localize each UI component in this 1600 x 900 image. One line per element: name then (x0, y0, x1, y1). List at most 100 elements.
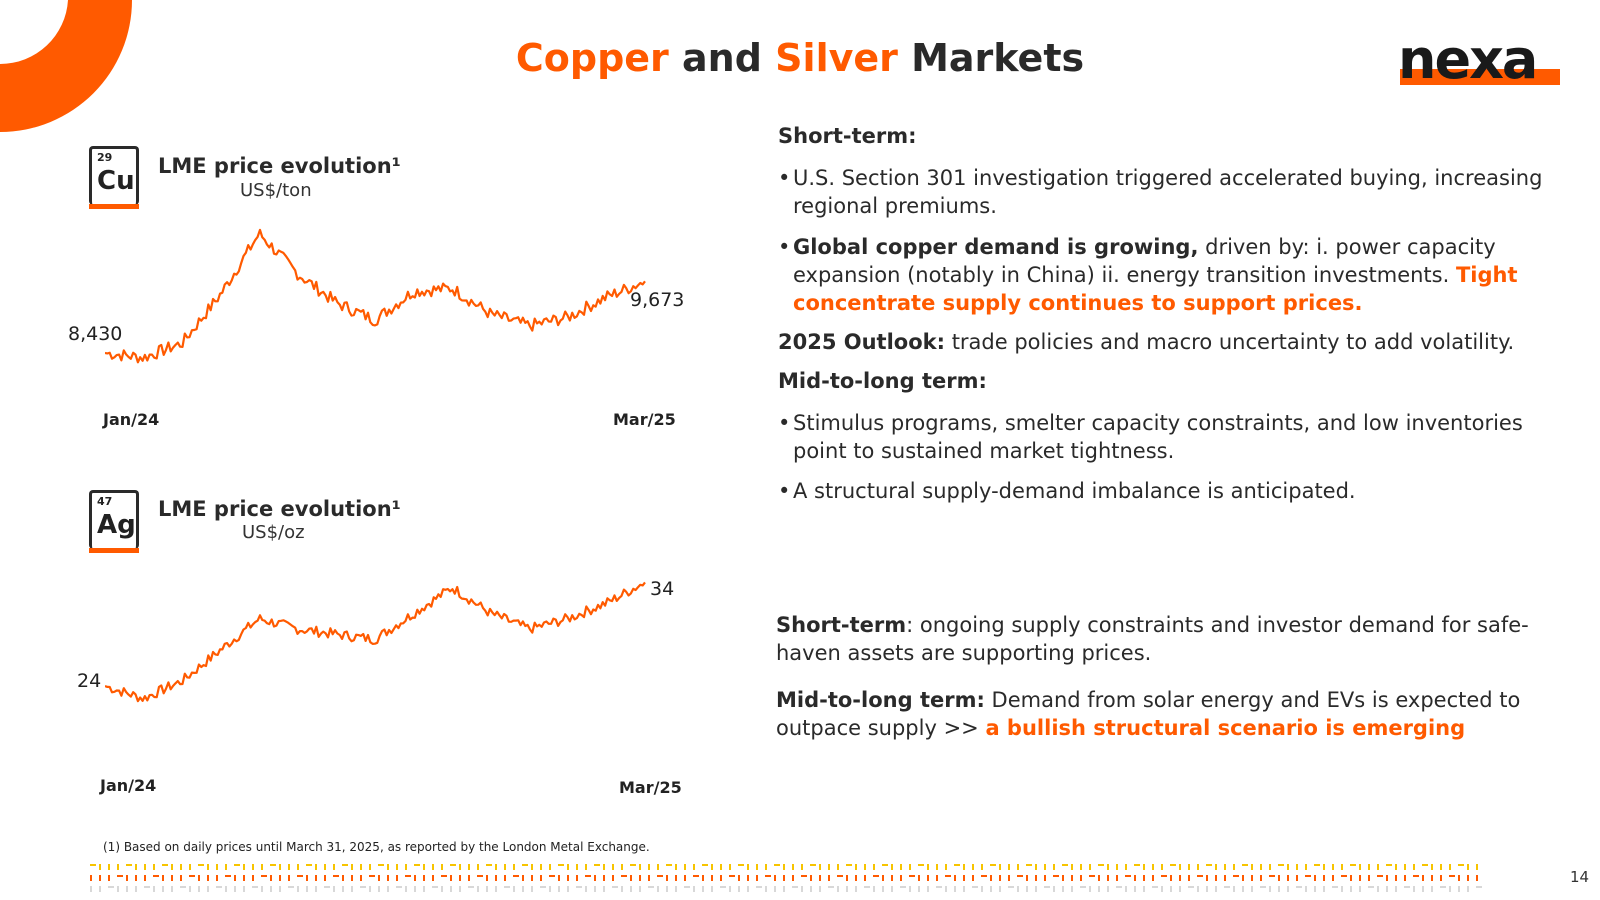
pattern-mark (1287, 864, 1289, 870)
pattern-mark (1152, 875, 1154, 881)
pattern-mark (297, 875, 303, 877)
pattern-mark (405, 875, 411, 877)
pattern-mark (837, 875, 843, 877)
pattern-mark (135, 886, 137, 892)
pattern-mark (558, 875, 560, 881)
pattern-mark (1476, 886, 1482, 888)
copper-chart-unit: US$/ton (240, 180, 312, 201)
copper-bullet-1: • U.S. Section 301 investigation trigger… (778, 164, 1568, 220)
pattern-mark (837, 886, 839, 892)
pattern-mark (954, 875, 956, 881)
pattern-mark (1170, 864, 1176, 866)
pattern-mark (1062, 875, 1064, 881)
pattern-mark (171, 864, 173, 870)
pattern-mark (1323, 864, 1325, 870)
pattern-mark (1431, 864, 1433, 870)
pattern-mark (1413, 886, 1415, 892)
pattern-mark (522, 886, 524, 892)
pattern-mark (936, 864, 938, 870)
pattern-mark (891, 864, 893, 870)
pattern-mark (585, 864, 587, 870)
pattern-mark (360, 864, 362, 870)
pattern-mark (1431, 886, 1433, 892)
pattern-mark (846, 886, 848, 892)
pattern-mark (1062, 864, 1068, 866)
pattern-mark (414, 886, 416, 892)
pattern-mark (1296, 875, 1298, 881)
pattern-mark (567, 886, 569, 892)
pattern-mark (1422, 875, 1424, 881)
pattern-mark (1251, 886, 1253, 892)
pattern-mark (189, 864, 191, 870)
pattern-mark (225, 886, 227, 892)
pattern-mark (1098, 886, 1100, 892)
pattern-mark (162, 886, 164, 892)
pattern-mark (1053, 864, 1055, 870)
pattern-mark (198, 875, 200, 881)
pattern-mark (1179, 875, 1181, 881)
pattern-mark (729, 875, 735, 877)
pattern-mark (783, 875, 785, 881)
pattern-mark (405, 864, 407, 870)
copper-bullet-1-text: U.S. Section 301 investigation triggered… (793, 166, 1543, 218)
silver-short-term-text: : ongoing supply constraints and investo… (776, 613, 1529, 665)
copper-bullet-3: • Stimulus programs, smelter capacity co… (778, 409, 1568, 465)
pattern-mark (1215, 886, 1217, 892)
pattern-mark (1008, 864, 1010, 870)
pattern-mark (144, 875, 146, 881)
pattern-mark (846, 875, 848, 881)
copper-outlook-text: trade policies and macro uncertainty to … (945, 330, 1515, 354)
pattern-mark (1071, 886, 1073, 892)
pattern-mark (1242, 886, 1244, 892)
footnote: (1) Based on daily prices until March 31… (103, 840, 650, 854)
pattern-mark (504, 864, 506, 870)
pattern-mark (918, 875, 920, 881)
pattern-mark (153, 875, 159, 877)
pattern-mark (630, 864, 636, 866)
pattern-mark (702, 875, 704, 881)
pattern-mark (450, 875, 452, 881)
pattern-mark (1449, 875, 1455, 877)
pattern-mark (576, 875, 578, 881)
pattern-mark (387, 875, 389, 881)
pattern-mark (1017, 864, 1019, 870)
pattern-mark (621, 886, 623, 892)
pattern-mark (225, 864, 227, 870)
pattern-mark (351, 886, 353, 892)
pattern-mark (666, 864, 672, 866)
pattern-mark (1035, 886, 1037, 892)
copper-bullet-2-text: Global copper demand is growing, driven … (778, 233, 1568, 317)
pattern-mark (702, 864, 708, 866)
pattern-mark (1413, 875, 1419, 877)
pattern-mark (1161, 864, 1163, 870)
element-frame (89, 146, 139, 205)
pattern-mark (252, 886, 258, 888)
pattern-mark (180, 864, 182, 870)
pattern-mark (585, 886, 587, 892)
pattern-mark (972, 875, 974, 881)
pattern-mark (963, 886, 965, 892)
pattern-mark (792, 875, 794, 881)
pattern-mark (639, 886, 641, 892)
pattern-mark (900, 864, 902, 870)
pattern-mark (279, 864, 281, 870)
pattern-mark (774, 864, 780, 866)
pattern-mark (108, 875, 110, 881)
pattern-mark (261, 864, 263, 870)
pattern-mark (1143, 864, 1145, 870)
bullet-dot: • (778, 479, 791, 503)
pattern-mark (873, 864, 875, 870)
pattern-mark (432, 875, 434, 881)
pattern-mark (828, 875, 830, 881)
copper-bullet-4-text: A structural supply-demand imbalance is … (793, 479, 1356, 503)
pattern-mark (1431, 875, 1433, 881)
pattern-mark (261, 886, 263, 892)
pattern-mark (1377, 864, 1379, 870)
pattern-mark (468, 864, 470, 870)
pattern-mark (891, 875, 893, 881)
pattern-mark (927, 875, 929, 881)
pattern-mark (243, 875, 245, 881)
pattern-mark (675, 875, 677, 881)
pattern-mark (432, 886, 438, 888)
pattern-mark (1332, 886, 1338, 888)
